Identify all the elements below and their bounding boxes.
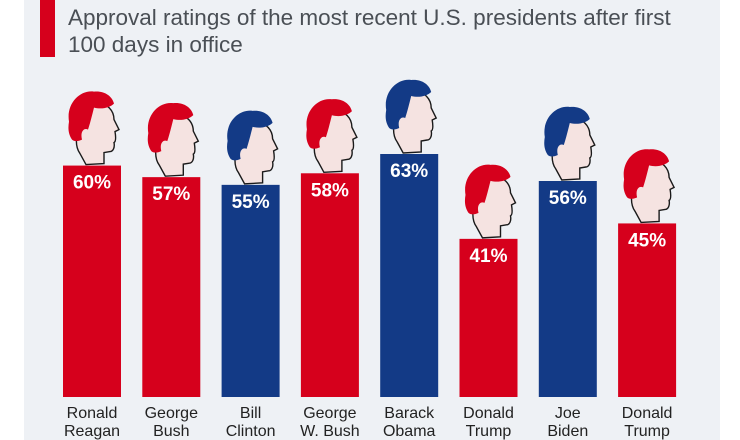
bar [300,173,359,397]
category-label: Ronald [67,405,118,422]
data-label: 56% [549,188,587,209]
president-head-icon [68,91,120,166]
category-label: Reagan [64,423,120,440]
bar [380,154,439,397]
category-label: Trump [466,423,512,440]
data-label: 55% [232,192,270,213]
data-label: 58% [311,180,349,201]
category-label: Clinton [226,423,276,440]
hair-shape [147,102,194,153]
chart-title: Approval ratings of the most recent U.S.… [68,5,671,57]
title-accent-bar [40,0,55,57]
data-label: 41% [469,246,507,267]
category-label: George [303,405,356,422]
bar [142,177,201,397]
bar [221,184,280,397]
data-label: 63% [390,161,428,182]
president-head-icon [227,110,279,185]
category-label: Obama [383,423,436,440]
hair-shape [227,110,273,161]
category-label: Trump [624,423,670,440]
hair-shape [623,149,670,199]
hair-shape [464,164,511,215]
president-head-icon [623,149,676,224]
category-label: Donald [622,405,673,422]
bar [538,181,597,397]
president-head-icon [464,164,517,239]
chart-panel [24,0,720,440]
hair-shape [68,91,114,142]
category-label: Barack [384,405,435,422]
hair-shape [385,79,432,130]
category-label: Donald [463,405,514,422]
hair-shape [306,99,352,149]
president-head-icon [385,79,438,154]
bar [63,165,121,397]
category-label: Joe [555,405,581,422]
bar [459,238,518,397]
bar [618,223,677,397]
data-label: 57% [152,184,190,205]
president-head-icon [147,102,200,177]
president-head-icon [306,99,358,174]
category-label: George [145,405,198,422]
category-label: Biden [547,423,588,440]
data-label: 45% [628,230,666,251]
hair-shape [544,106,590,157]
president-head-icon [544,106,596,181]
data-label: 60% [73,173,111,194]
category-label: W. Bush [300,423,360,440]
category-label: Bill [240,405,261,422]
category-label: Bush [153,423,189,440]
